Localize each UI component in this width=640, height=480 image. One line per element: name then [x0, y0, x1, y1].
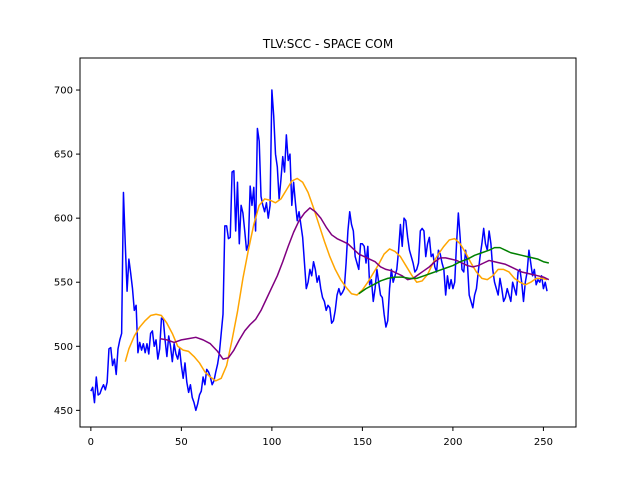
x-tick-label: 100	[262, 437, 281, 448]
x-axis: 0 50 100 150 200 250	[88, 427, 553, 448]
series-line-1	[124, 177, 548, 382]
y-tick-label: 500	[54, 342, 73, 353]
x-tick-label: 50	[175, 437, 188, 448]
series-line-3	[358, 246, 550, 295]
y-tick-label: 550	[54, 278, 73, 289]
plot-frame	[79, 57, 577, 428]
y-tick-label: 600	[54, 214, 73, 225]
x-tick-label: 150	[353, 437, 372, 448]
x-tick-label: 0	[88, 437, 94, 448]
y-tick-label: 450	[54, 406, 73, 417]
x-tick-label: 250	[534, 437, 553, 448]
y-tick-label: 650	[54, 150, 73, 161]
chart-title: TLV:SCC - SPACE COM	[262, 37, 393, 51]
series-line-0	[90, 89, 548, 412]
x-tick-label: 200	[443, 437, 462, 448]
series-line-2	[159, 207, 550, 360]
y-tick-label: 700	[54, 86, 73, 97]
y-axis: 450 500 550 600 650 700	[54, 86, 80, 417]
series-layer	[90, 89, 550, 412]
